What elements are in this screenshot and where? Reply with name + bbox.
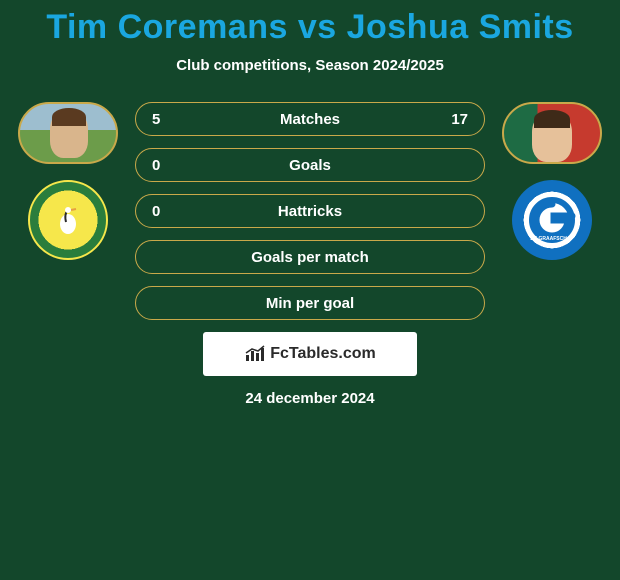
left-player-column: [13, 102, 123, 260]
svg-text:DE GRAAFSCHAP: DE GRAAFSCHAP: [530, 236, 574, 242]
stork-icon: [54, 204, 82, 236]
page-title: Tim Coremans vs Joshua Smits: [0, 0, 620, 47]
site-badge: FcTables.com: [203, 332, 417, 376]
stat-bar-hattricks: 0 Hattricks: [135, 194, 485, 228]
stat-bar-goals: 0 Goals: [135, 148, 485, 182]
right-player-photo: [502, 102, 602, 164]
stat-label: Goals: [289, 157, 331, 174]
site-name: FcTables.com: [270, 345, 376, 363]
stat-bar-min-per-goal: Min per goal: [135, 286, 485, 320]
stat-label: Min per goal: [266, 295, 354, 312]
g-letter-icon: DE GRAAFSCHAP: [528, 196, 576, 244]
subtitle: Club competitions, Season 2024/2025: [0, 57, 620, 74]
left-club-logo: [28, 180, 108, 260]
chart-icon: [244, 345, 266, 363]
stat-bar-matches: 5 Matches 17: [135, 102, 485, 136]
stats-column: 5 Matches 17 0 Goals 0 Hattricks Goals p…: [135, 102, 485, 320]
stat-label: Goals per match: [251, 249, 369, 266]
stat-left-value: 0: [152, 157, 160, 174]
right-player-column: DE GRAAFSCHAP: [497, 102, 607, 260]
stat-left-value: 0: [152, 203, 160, 220]
right-club-logo: DE GRAAFSCHAP: [512, 180, 592, 260]
stat-bar-goals-per-match: Goals per match: [135, 240, 485, 274]
stat-label: Hattricks: [278, 203, 342, 220]
comparison-row: 5 Matches 17 0 Goals 0 Hattricks Goals p…: [0, 102, 620, 320]
stat-left-value: 5: [152, 111, 160, 128]
left-player-photo: [18, 102, 118, 164]
date: 24 december 2024: [0, 390, 620, 407]
stat-label: Matches: [280, 111, 340, 128]
stat-right-value: 17: [451, 111, 468, 128]
